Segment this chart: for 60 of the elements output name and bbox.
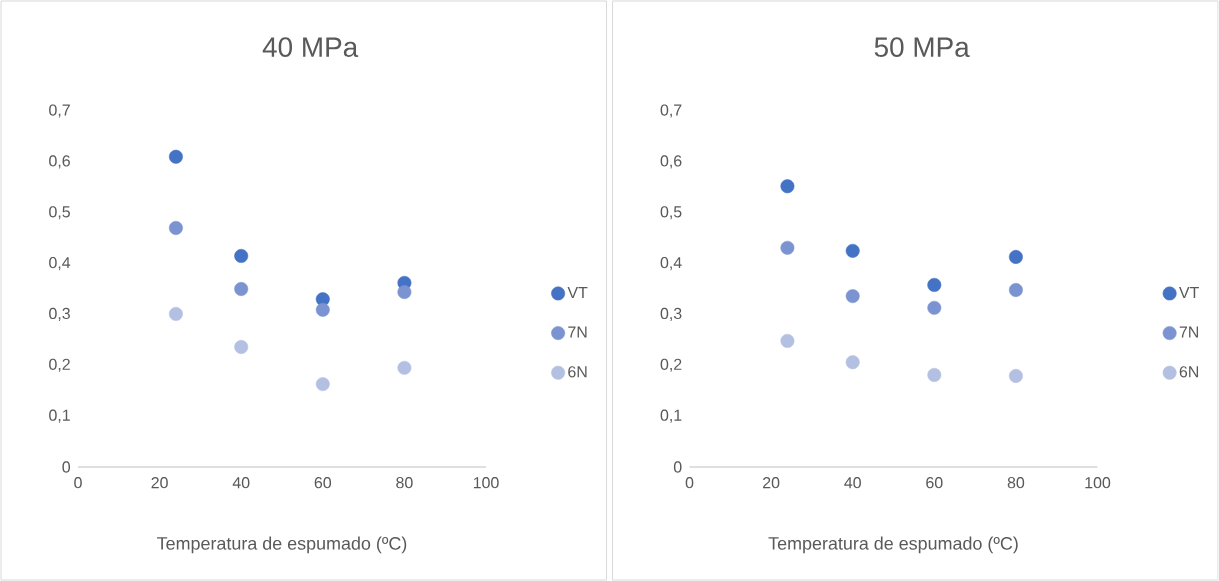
x-tick-label: 100 [473,477,499,489]
x-tick-label: 0 [74,477,82,489]
point [168,149,183,164]
y-tick-label: 0,2 [49,358,70,372]
point [234,282,249,296]
point [234,249,249,263]
chart-title: 50 MPa [874,37,970,58]
x-tick-label: 20 [763,477,780,489]
point [780,240,795,255]
point [168,221,183,235]
x-tick-label: 60 [314,477,332,489]
y-tick-label: 0,3 [660,307,682,322]
point [1008,283,1023,297]
y-tick-label: 0,5 [660,206,682,220]
y-tick-label: 0,3 [49,307,70,322]
y-tick-label: 0,1 [49,409,70,423]
x-axis-title: Temperatura de espumado (ºC) [768,536,1018,554]
y-tick-label: 0,1 [660,409,682,423]
x-axis-title: Temperatura de espumado (ºC) [157,536,407,554]
point [397,285,412,299]
y-tick-label: 0,7 [660,104,682,118]
x-tick-label: 20 [151,477,168,489]
y-tick-label: 0,2 [660,358,682,372]
y-tick-label: 0 [62,461,71,473]
point [780,179,795,194]
x-tick-label: 0 [685,477,694,489]
legend-label: VT [1179,286,1199,298]
legend-label: 6N [1179,366,1199,378]
y-tick-label: 0,6 [49,155,70,169]
x-tick-label: 80 [1007,477,1025,489]
x-tick-label: 60 [926,477,943,489]
point [315,302,330,317]
point [845,289,860,304]
point [927,300,942,315]
point [397,360,412,375]
legend-label: 6N [568,366,587,378]
y-tick-label: 0,4 [49,256,71,271]
x-tick-label: 40 [232,477,250,489]
point [927,368,942,382]
y-tick-label: 0 [673,461,682,473]
point [845,243,860,258]
point [845,355,860,370]
point [234,340,249,354]
y-tick-label: 0,6 [660,155,682,169]
chart-title: 40 MPa [262,37,359,58]
legend-label: VT [567,286,588,298]
x-tick-label: 100 [1085,477,1111,489]
y-tick-label: 0,7 [49,104,70,118]
x-tick-label: 80 [396,477,413,489]
x-tick-label: 40 [844,477,861,489]
point [927,277,942,292]
legend-label: 7N [568,326,587,338]
point [1008,250,1023,264]
point [1008,369,1023,383]
y-tick-label: 0,4 [660,256,682,271]
point [315,377,330,392]
point [168,306,183,321]
point [780,333,795,348]
y-tick-label: 0,5 [49,206,70,220]
legend-label: 7N [1179,326,1199,338]
